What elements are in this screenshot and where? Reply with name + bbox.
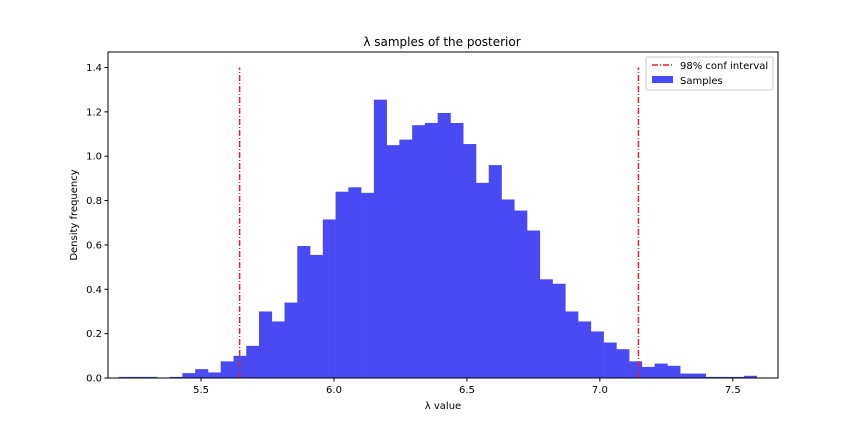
histogram-bar	[297, 246, 311, 378]
legend-samples-label: Samples	[680, 76, 723, 87]
histogram-bar	[386, 145, 400, 378]
histogram-bar	[399, 139, 413, 378]
x-tick-label: 7.0	[592, 385, 608, 396]
y-tick-label: 0.4	[86, 285, 102, 296]
histogram-bar	[731, 376, 745, 378]
histogram-bar	[118, 376, 132, 378]
histogram-bar	[590, 331, 604, 378]
histogram-bar	[514, 210, 528, 378]
histogram-bar	[692, 373, 706, 378]
histogram-bar	[641, 366, 655, 378]
histogram-bar	[437, 112, 451, 379]
x-axis-ticks: 5.5 6.0 6.5 7.0 7.5	[193, 378, 741, 396]
y-tick-label: 0.2	[86, 329, 102, 340]
y-tick-label: 0.8	[86, 196, 102, 207]
histogram-bar	[373, 99, 387, 379]
histogram-bar	[578, 321, 592, 378]
histogram-bar	[475, 182, 490, 378]
x-tick-label: 5.5	[193, 385, 209, 396]
x-tick-label: 6.0	[326, 385, 342, 396]
histogram-bar	[565, 311, 579, 378]
plot-frame	[107, 51, 779, 379]
histogram-bars	[118, 99, 758, 379]
chart-title: λ samples of the posterior	[363, 35, 520, 49]
histogram-bar	[246, 345, 260, 378]
histogram-bar	[603, 342, 617, 378]
y-tick-label: 0.0	[86, 374, 102, 385]
histogram-bar	[629, 361, 643, 378]
histogram-bar	[412, 125, 426, 378]
x-tick-label: 6.5	[459, 385, 475, 396]
histogram-bar	[182, 373, 196, 378]
histogram-bar	[488, 165, 502, 378]
y-axis-ticks: 0.0 0.2 0.4 0.6 0.8 1.0 1.2 1.4	[86, 63, 108, 385]
histogram-bar	[259, 311, 273, 378]
histogram-bar	[322, 219, 336, 378]
histogram-bar	[271, 321, 285, 378]
y-tick-label: 1.4	[86, 63, 102, 74]
histogram-bar	[450, 122, 464, 378]
confidence-interval-lines	[238, 67, 640, 378]
histogram-bar	[501, 199, 515, 378]
legend: 98% conf interval Samples	[645, 56, 774, 91]
histogram-bar	[207, 372, 222, 378]
histogram-bar	[424, 122, 438, 378]
histogram-bar	[616, 349, 630, 378]
histogram-bar	[348, 187, 362, 378]
histogram-bar	[463, 144, 477, 378]
histogram-bar	[220, 361, 234, 378]
y-tick-label: 0.6	[86, 240, 102, 251]
histogram-bar	[144, 376, 158, 378]
histogram-bar	[552, 283, 566, 378]
y-axis-label: Density frequency	[69, 169, 80, 260]
histogram-bar	[718, 376, 732, 378]
legend-box	[645, 56, 774, 91]
histogram-bar	[654, 363, 668, 378]
histogram-bar	[169, 376, 183, 378]
histogram-bar	[667, 365, 681, 378]
histogram-bar	[539, 279, 553, 378]
y-tick-label: 1.2	[86, 107, 102, 118]
histogram-bar	[310, 254, 324, 378]
histogram-bar	[131, 376, 145, 378]
x-axis-label: λ value	[425, 401, 461, 412]
histogram-bar	[284, 302, 298, 378]
histogram-bar	[743, 375, 758, 378]
histogram-bar	[361, 192, 375, 378]
histogram-bar	[195, 369, 209, 378]
histogram-bar	[527, 230, 541, 378]
y-tick-label: 1.0	[86, 152, 102, 163]
histogram-bar	[705, 376, 719, 378]
histogram-bar	[335, 191, 349, 378]
legend-samples-swatch	[652, 76, 673, 83]
histogram-bar	[680, 373, 694, 378]
legend-conf-interval-label: 98% conf interval	[680, 61, 768, 72]
x-tick-label: 7.5	[725, 385, 741, 396]
